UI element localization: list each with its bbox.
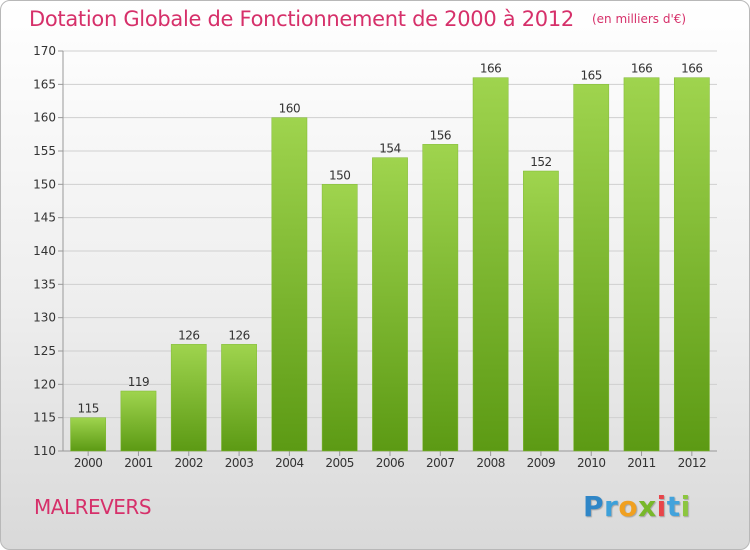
- data-label-2006: 154: [379, 142, 400, 156]
- data-label-2002: 126: [178, 328, 199, 342]
- unit-note: (en milliers d'€): [591, 12, 687, 26]
- x-tick-label-2008: 2008: [476, 456, 505, 470]
- y-tick-label: 125: [33, 344, 56, 358]
- bars: [70, 77, 710, 452]
- x-tick-label-2006: 2006: [376, 456, 405, 470]
- bar-2005: [321, 184, 358, 452]
- y-tick-label: 150: [33, 177, 56, 191]
- bar-2008: [472, 77, 509, 452]
- y-tick-label: 165: [33, 77, 56, 91]
- y-tick-label: 130: [33, 311, 56, 325]
- x-tick-label-2000: 2000: [74, 456, 103, 470]
- x-tick-label-2007: 2007: [426, 456, 455, 470]
- bar-2000: [70, 417, 107, 452]
- y-tick-label: 115: [33, 411, 56, 425]
- x-tick-label-2003: 2003: [225, 456, 254, 470]
- data-label-2010: 165: [581, 68, 602, 82]
- proxiti-logo[interactable]: Proxiti: [583, 490, 691, 523]
- data-label-2012: 166: [681, 62, 702, 76]
- bar-2006: [372, 157, 408, 452]
- y-tick-label: 120: [33, 377, 56, 391]
- data-label-2008: 166: [480, 62, 501, 76]
- x-tick-label-2012: 2012: [678, 456, 707, 470]
- bar-2009: [523, 170, 559, 452]
- bar-2007: [422, 144, 459, 452]
- data-label-2001: 119: [128, 375, 149, 389]
- x-tick-label-2001: 2001: [124, 456, 153, 470]
- bar-2001: [120, 390, 157, 452]
- data-label-2005: 150: [329, 168, 350, 182]
- data-label-2007: 156: [430, 128, 451, 142]
- chart-title: Dotation Globale de Fonctionnement de 20…: [29, 7, 686, 31]
- y-tick-label: 155: [33, 144, 56, 158]
- data-label-2004: 160: [279, 102, 300, 116]
- x-tick-label-2010: 2010: [577, 456, 606, 470]
- data-label-2003: 126: [228, 328, 249, 342]
- bar-2010: [573, 84, 610, 452]
- y-tick-label: 145: [33, 211, 56, 225]
- x-tick-label-2004: 2004: [275, 456, 304, 470]
- y-tick-label: 135: [33, 277, 56, 291]
- data-label-2000: 115: [77, 402, 98, 416]
- bar-2003: [221, 344, 257, 452]
- title-text: Dotation Globale de Fonctionnement de 20…: [29, 7, 574, 31]
- bar-2004: [271, 117, 308, 452]
- commune-name: MALREVERS: [34, 495, 152, 519]
- y-tick-label: 110: [33, 444, 56, 458]
- x-tick-label-2011: 2011: [627, 456, 656, 470]
- x-tick-label-2005: 2005: [325, 456, 354, 470]
- labels: 115 119 126 126 160 150 154 156 166 152 165 166 166: [77, 62, 703, 416]
- x-tick-label-2009: 2009: [527, 456, 556, 470]
- y-tick-label: 160: [33, 111, 56, 125]
- data-label-2009: 152: [530, 155, 551, 169]
- bar-2002: [170, 344, 207, 452]
- bar-2012: [673, 77, 710, 452]
- y-tick-label: 170: [33, 44, 56, 58]
- bar-2011: [623, 77, 660, 452]
- y-tick-label: 140: [33, 244, 56, 258]
- data-label-2011: 166: [631, 62, 652, 76]
- x-tick-label-2002: 2002: [174, 456, 203, 470]
